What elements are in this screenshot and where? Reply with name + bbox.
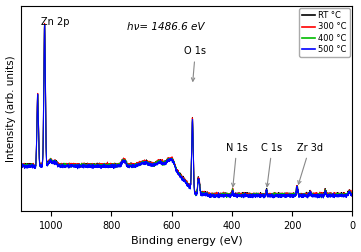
Text: hν= 1486.6 eV: hν= 1486.6 eV [127, 22, 204, 32]
Text: C 1s: C 1s [261, 143, 283, 187]
Text: Zn 2p: Zn 2p [42, 17, 70, 27]
Text: N 1s: N 1s [226, 143, 248, 186]
X-axis label: Binding energy (eV): Binding energy (eV) [131, 236, 243, 246]
Text: O 1s: O 1s [184, 46, 206, 81]
Legend: RT °C, 300 °C, 400 °C, 500 °C: RT °C, 300 °C, 400 °C, 500 °C [299, 8, 350, 57]
Text: Zr 3d: Zr 3d [297, 143, 323, 184]
Y-axis label: Intensity (arb. units): Intensity (arb. units) [5, 55, 16, 162]
